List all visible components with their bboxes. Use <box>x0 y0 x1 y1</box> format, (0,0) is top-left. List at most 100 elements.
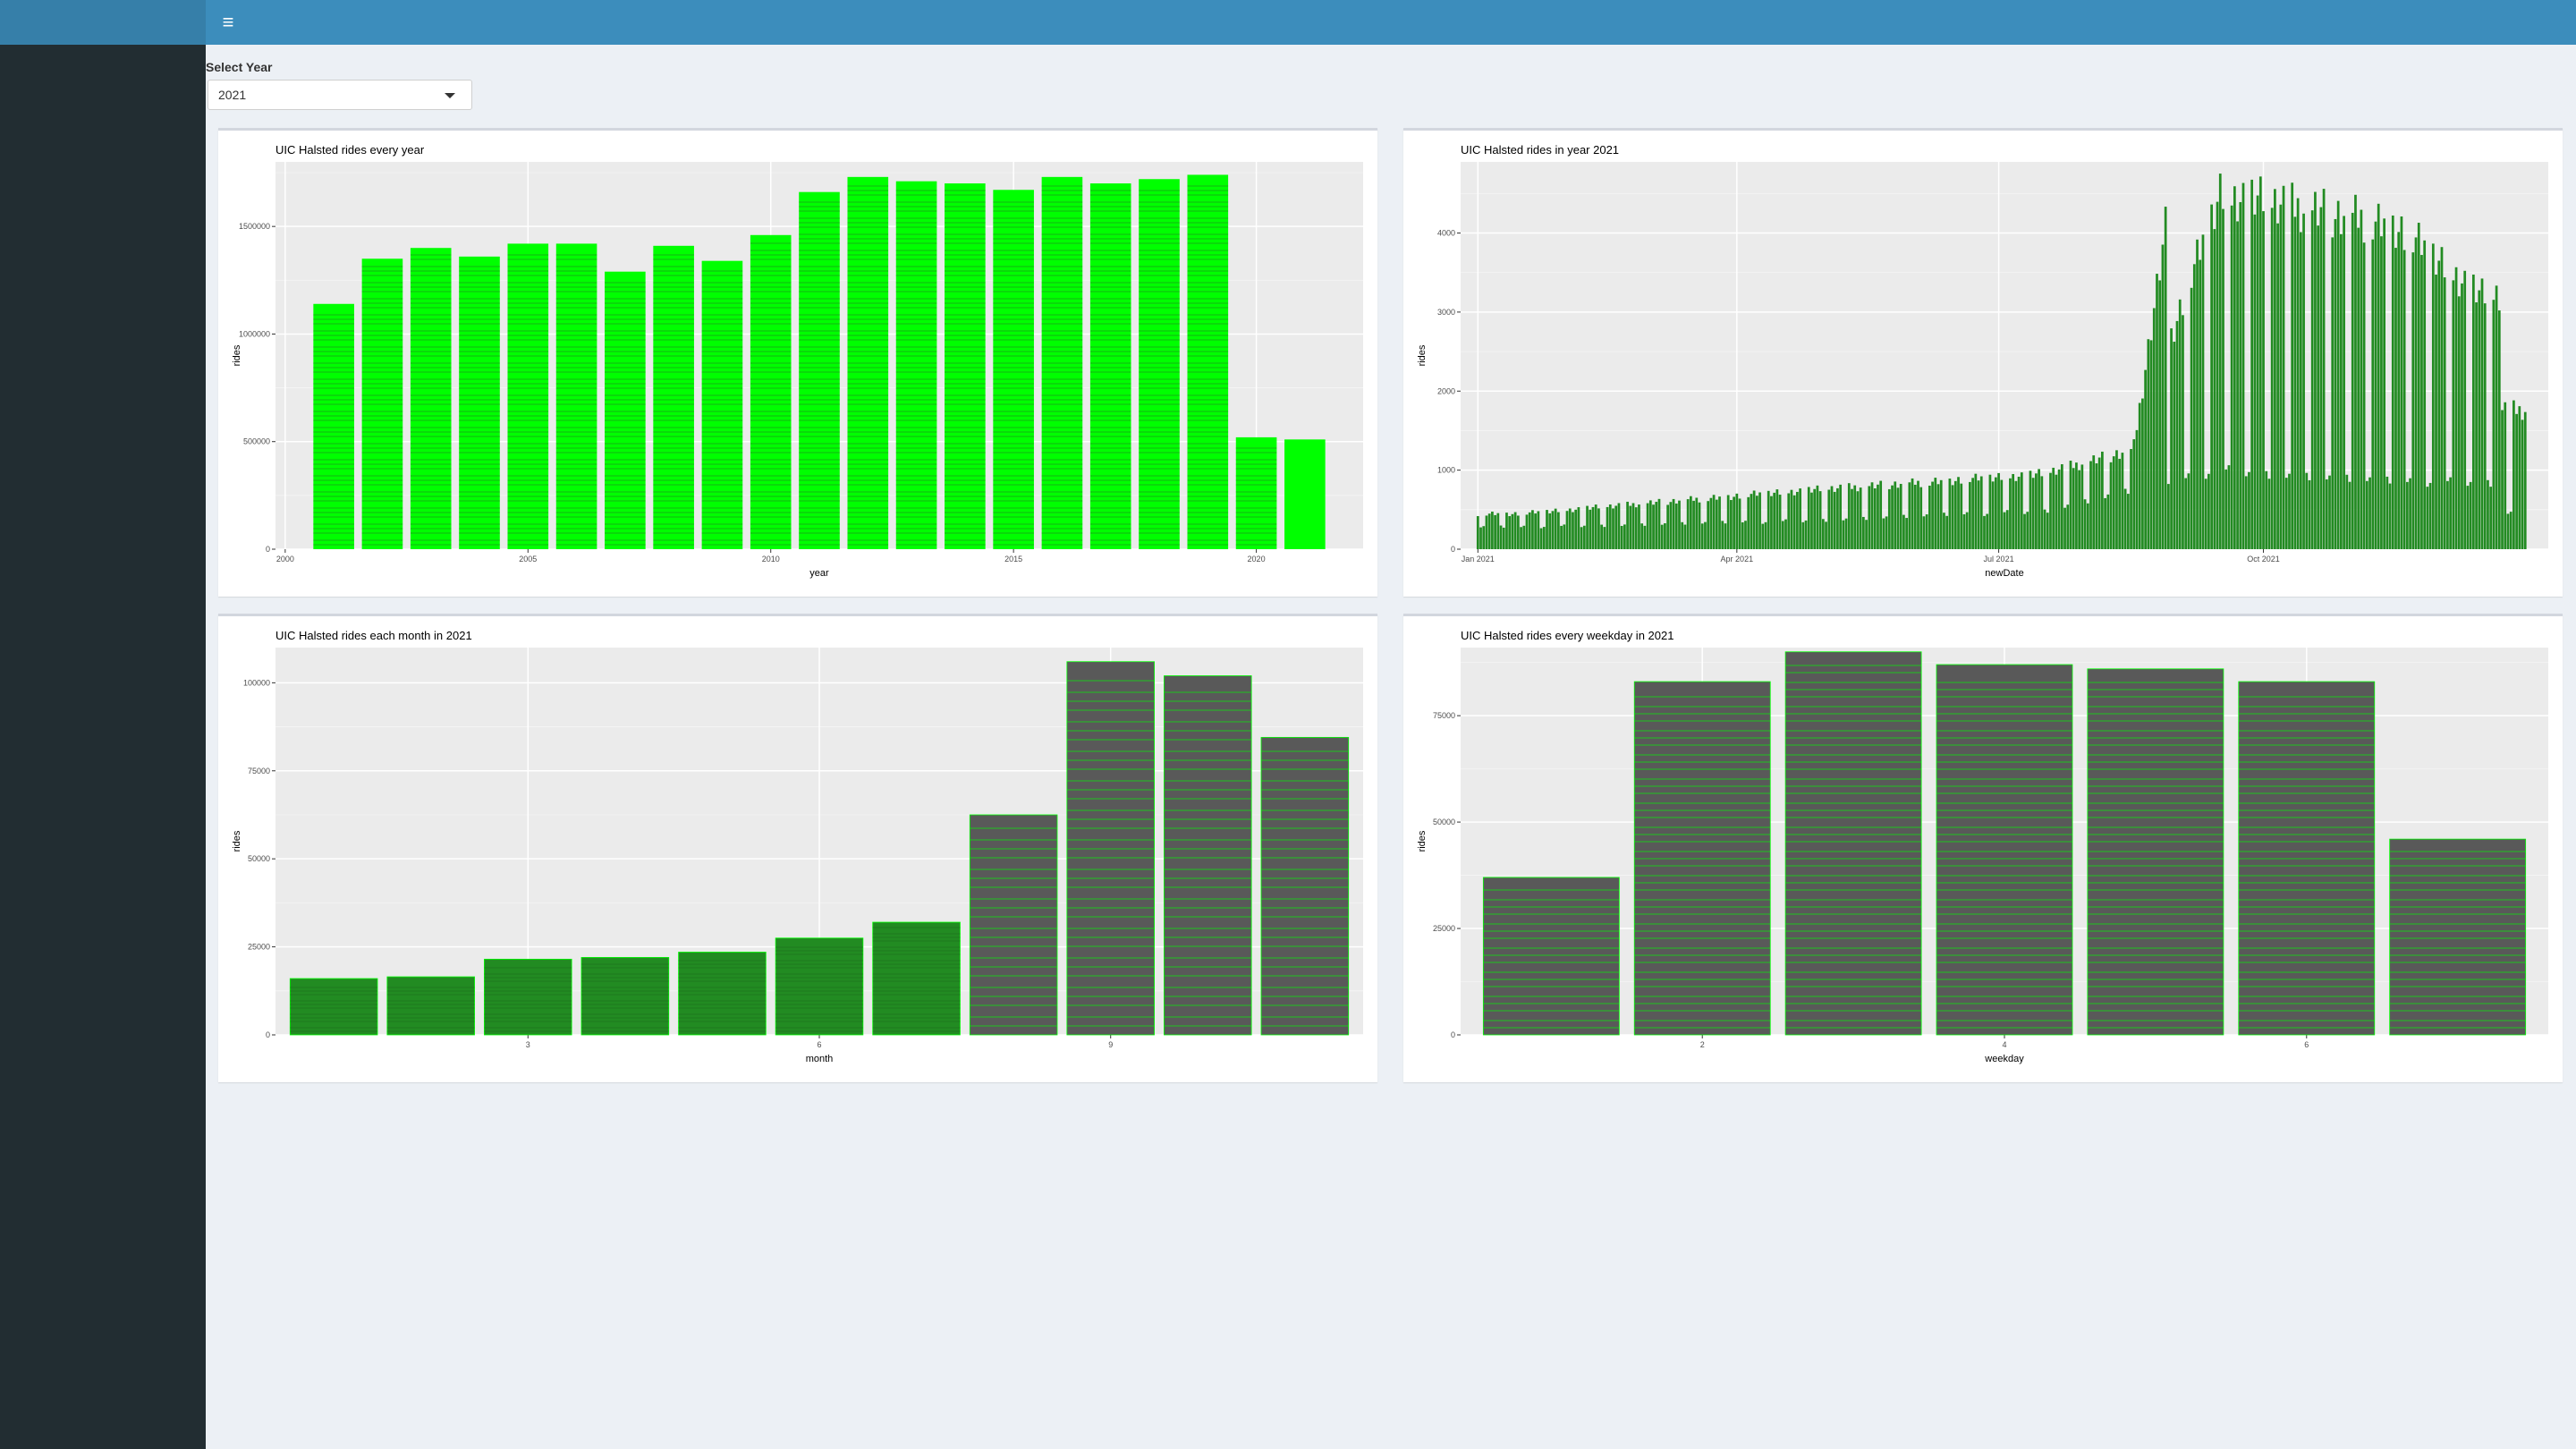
daily-bar <box>1868 486 1871 549</box>
daily-bar <box>1631 503 1635 549</box>
y-tick-label: 25000 <box>248 943 270 952</box>
daily-bar <box>2497 310 2501 549</box>
daily-bar <box>2052 467 2055 549</box>
daily-bar <box>1853 485 1857 549</box>
daily-bar <box>1577 507 1580 549</box>
bar-month-10 <box>1164 675 1252 1036</box>
daily-bar <box>2173 342 2176 549</box>
daily-bar <box>2164 207 2167 549</box>
chart-weekday-rides: UIC Halsted rides every weekday in 2021 w… <box>1417 629 2548 1064</box>
daily-bar <box>1988 474 1992 549</box>
bar-2006 <box>555 243 597 549</box>
daily-bar <box>1755 496 1758 549</box>
x-tick-label: Jul 2021 <box>1984 555 2014 564</box>
daily-bar <box>1494 514 1496 549</box>
daily-bar <box>2175 320 2179 549</box>
daily-bar <box>2336 200 2340 549</box>
daily-bar <box>2426 487 2429 549</box>
y-tick-label: 2000 <box>1437 386 1455 395</box>
daily-bar <box>1551 511 1555 549</box>
daily-bar <box>2210 204 2213 549</box>
daily-bar <box>1810 492 1813 549</box>
daily-bar <box>1925 514 1928 549</box>
daily-bar <box>1792 495 1796 549</box>
daily-bar <box>2187 473 2190 549</box>
daily-bar <box>2299 232 2302 549</box>
daily-bar <box>1505 513 1508 549</box>
daily-bar <box>2132 439 2136 549</box>
daily-bar <box>2501 410 2504 549</box>
daily-bar <box>2385 476 2389 549</box>
daily-bar <box>1597 508 1600 549</box>
daily-bar <box>2080 464 2084 549</box>
daily-bar <box>1784 519 1787 549</box>
daily-bar <box>1919 487 1923 549</box>
x-tick-label: 3 <box>526 1040 530 1049</box>
daily-bar <box>1799 488 1801 549</box>
daily-bar <box>1499 525 1503 549</box>
daily-bar <box>1634 507 1638 549</box>
daily-bar <box>1931 481 1934 549</box>
daily-bar <box>1560 525 1563 549</box>
daily-bar <box>1991 481 1995 549</box>
daily-bar <box>2374 221 2377 549</box>
daily-bar <box>1565 511 1569 549</box>
daily-bar <box>2523 411 2527 549</box>
year-select[interactable]: 2021 <box>208 80 472 110</box>
daily-bar <box>1669 502 1673 549</box>
daily-bar <box>1502 527 1505 549</box>
daily-bar <box>1485 515 1488 549</box>
daily-bar <box>2454 267 2458 549</box>
daily-bar <box>2469 481 2472 549</box>
daily-bar <box>1913 484 1917 549</box>
daily-bar <box>1557 512 1560 549</box>
daily-bar <box>1617 503 1621 549</box>
daily-bar <box>1686 499 1690 549</box>
daily-bar <box>2362 242 2366 549</box>
x-tick-label: 2020 <box>1248 555 1266 564</box>
bar-2020 <box>1235 436 1277 549</box>
daily-bar <box>2325 479 2328 549</box>
daily-bar <box>1614 505 1618 549</box>
daily-bar <box>1870 482 1874 549</box>
x-tick-label: Jan 2021 <box>1462 555 1495 564</box>
daily-bar <box>2492 300 2496 549</box>
daily-bar <box>1752 490 1756 549</box>
daily-bar <box>1951 485 1954 549</box>
daily-bar <box>2417 223 2420 549</box>
daily-bar <box>2121 453 2124 549</box>
y-tick-label: 0 <box>1451 1030 1455 1039</box>
daily-bar <box>2152 308 2156 549</box>
daily-bar <box>2461 283 2463 549</box>
daily-bar <box>2431 243 2435 549</box>
daily-bar <box>2031 478 2035 549</box>
daily-bar <box>1965 512 1969 549</box>
daily-bar <box>2086 503 2089 549</box>
daily-bar <box>1773 492 1776 549</box>
bar-2017 <box>1089 183 1131 550</box>
daily-bar <box>2005 510 2009 549</box>
daily-bar <box>1971 478 1974 549</box>
daily-bar <box>2201 234 2205 549</box>
daily-bar <box>2227 465 2231 549</box>
daily-bar <box>2348 481 2351 549</box>
daily-bar <box>2466 486 2470 549</box>
daily-bar <box>2440 247 2444 549</box>
daily-bar <box>1859 487 1862 549</box>
daily-bar <box>2009 478 2012 549</box>
daily-bar <box>2437 260 2441 549</box>
daily-bar <box>2506 513 2510 549</box>
daily-bar <box>2236 221 2239 549</box>
bar-weekday-6 <box>2238 681 2376 1036</box>
bar-month-2 <box>386 976 475 1036</box>
daily-bar <box>1833 491 1836 549</box>
daily-bar <box>2055 474 2058 549</box>
hamburger-icon[interactable]: ≡ <box>222 11 234 33</box>
daily-bar <box>1709 497 1713 549</box>
y-tick-label: 1000 <box>1437 466 1455 475</box>
daily-bar <box>1594 504 1597 549</box>
x-tick-label: 6 <box>817 1040 821 1049</box>
bar-month-6 <box>775 937 864 1036</box>
bar-weekday-3 <box>1784 651 1922 1036</box>
daily-bar <box>2109 462 2113 549</box>
